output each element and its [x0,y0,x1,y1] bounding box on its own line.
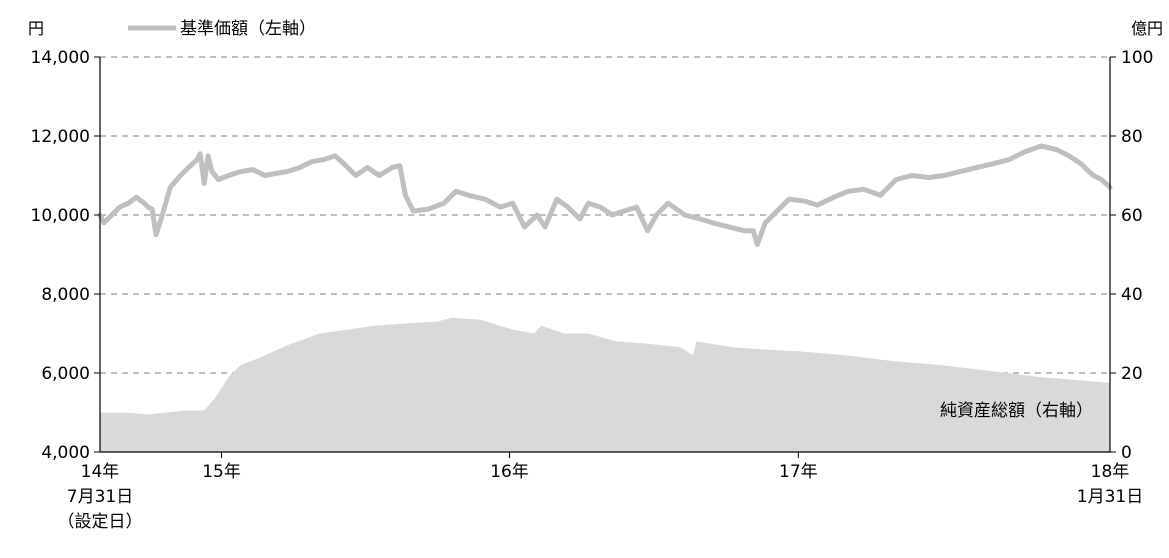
left-tick-label: 6,000 [41,364,90,384]
right-tick-label: 20 [1121,364,1143,384]
x-tick-label: 16年 [490,462,529,482]
gridlines [100,56,1110,374]
left-tick-label: 10,000 [31,206,90,226]
right-axis-unit: 億円 [1131,19,1163,38]
x-tick-label: 15年 [202,462,241,482]
area-series-label: 純資産総額（右軸） [940,401,1093,421]
x-tick-label: 7月31日 [67,487,133,507]
x-tick-label: 17年 [779,462,818,482]
right-tick-label: 40 [1121,285,1143,305]
right-tick-label: 60 [1121,206,1143,226]
x-axis-ticks: 14年 7月31日 （設定日） 15年 16年 17年 18年 1月31日 [58,452,1143,532]
x-tick-label: （設定日） [58,512,143,532]
nav-line-layer [97,143,1113,248]
x-tick-label: 1月31日 [1077,487,1143,507]
legend-label: 基準価額（左軸） [180,19,316,39]
left-axis-ticks: 14,000 12,000 10,000 8,000 6,000 4,000 [31,48,100,463]
right-tick-label: 80 [1121,127,1143,147]
x-tick-label: 18年 [1091,462,1130,482]
right-tick-label: 0 [1121,443,1132,463]
left-tick-label: 8,000 [41,285,90,305]
right-axis-ticks: 100 80 60 40 20 0 [1110,48,1153,463]
left-tick-label: 14,000 [31,48,90,68]
left-tick-label: 4,000 [41,443,90,463]
left-axis-unit: 円 [28,19,44,38]
axes [99,57,1111,453]
net-assets-area [100,317,1110,452]
left-tick-label: 12,000 [31,127,90,147]
x-tick-label: 14年 [81,462,120,482]
net-assets-area-layer [100,317,1110,452]
nav-line [97,143,1113,248]
right-tick-label: 100 [1121,48,1153,68]
